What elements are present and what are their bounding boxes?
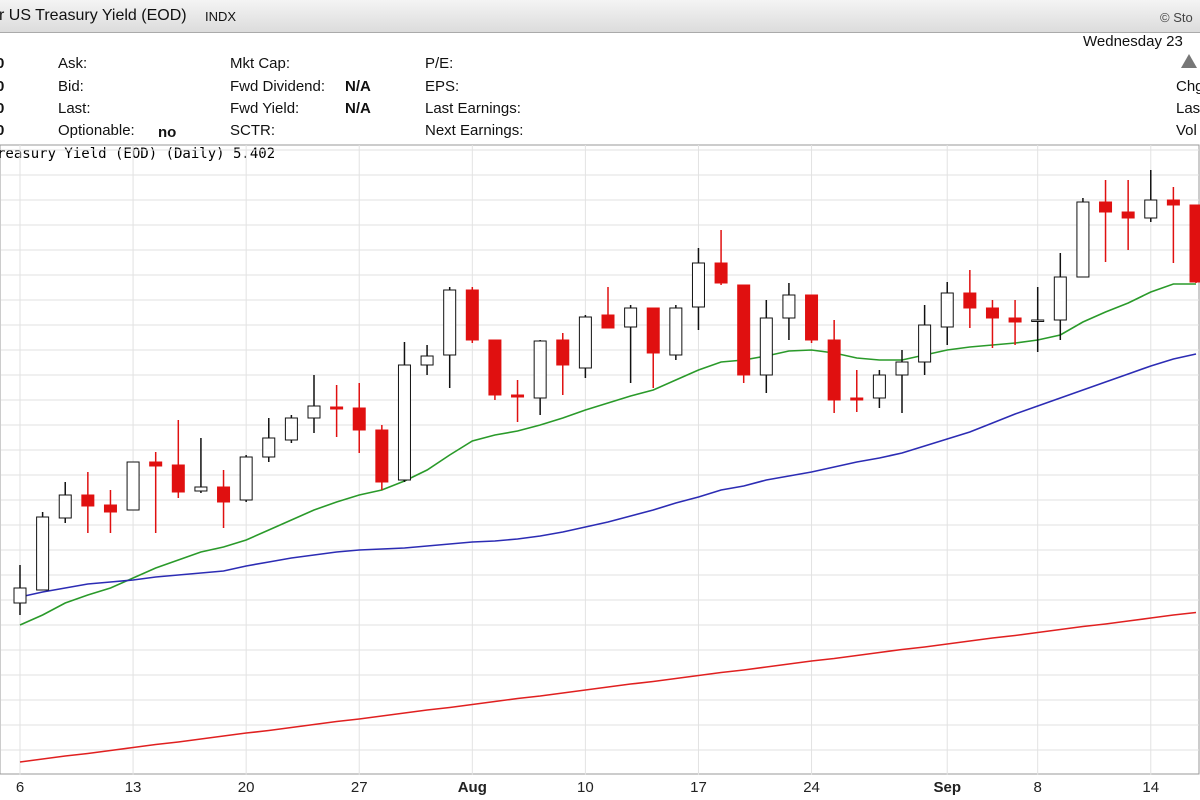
- candle-body: [963, 292, 977, 309]
- quote-value: N/A: [345, 78, 371, 95]
- candle-body: [217, 486, 231, 503]
- candle-body: [646, 307, 660, 354]
- candle-body: [239, 456, 253, 501]
- x-tick-label: 13: [125, 779, 142, 796]
- x-tick-label: 6: [16, 779, 24, 796]
- candle-body: [511, 394, 525, 398]
- candle-body: [352, 407, 366, 431]
- candle-body: [669, 307, 683, 356]
- candle-body: [872, 374, 886, 399]
- candle-body: [126, 461, 140, 511]
- chart: reasury Yield (EOD) (Daily) 5.402 6 13 20 2…: [0, 144, 1200, 796]
- candle-body: [1031, 319, 1045, 322]
- x-tick-label: 14: [1142, 779, 1159, 796]
- candle-body: [443, 289, 457, 356]
- quote-label: Mkt Cap:: [230, 55, 291, 72]
- candle-body: [262, 437, 276, 458]
- candle-body: [397, 364, 411, 481]
- candle-body: [759, 317, 773, 376]
- candle-body: [827, 339, 841, 401]
- candle-body: [940, 292, 954, 328]
- candle-body: [58, 494, 72, 519]
- symbol-title: r US Treasury Yield (EOD): [0, 7, 187, 24]
- candle-body: [895, 361, 909, 376]
- quote-label: Ask:: [58, 55, 88, 72]
- candle-body: [691, 262, 705, 308]
- candle-body: [13, 587, 27, 604]
- candle-body: [465, 289, 479, 341]
- quote-label: Last Earnings:: [425, 100, 521, 117]
- header-bar: r US Treasury Yield (EOD) INDX © Sto: [0, 0, 1200, 33]
- candle-body: [578, 316, 592, 369]
- x-tick-label: 20: [238, 779, 255, 796]
- x-tick-label: Sep: [933, 779, 961, 796]
- quote-label: EPS:: [425, 78, 460, 95]
- candle-body: [307, 405, 321, 419]
- quote-value: N/A: [345, 100, 371, 117]
- candle-body: [918, 324, 932, 363]
- candle-body: [1144, 199, 1158, 219]
- candle-body: [36, 516, 50, 591]
- quote-label: Vol: [1176, 122, 1197, 139]
- candle-body: [782, 294, 796, 319]
- candle-body: [985, 307, 999, 319]
- candle-body: [805, 294, 819, 341]
- candle-body: [533, 340, 547, 399]
- plot-frame: [0, 144, 1200, 775]
- quote-label: P/E:: [425, 55, 454, 72]
- candle-body: [1008, 317, 1022, 323]
- quote-value: 0: [0, 122, 5, 139]
- candle-body: [420, 355, 434, 366]
- x-tick-label: 8: [1034, 779, 1042, 796]
- x-tick-label: 27: [351, 779, 368, 796]
- candle-body: [1189, 204, 1200, 283]
- candle-body: [375, 429, 389, 483]
- exchange: INDX: [205, 9, 237, 24]
- candle-body: [556, 339, 570, 366]
- candle-body: [284, 417, 298, 441]
- x-tick-label: 24: [803, 779, 820, 796]
- quote-label: Last: [1176, 100, 1200, 117]
- candle-body: [103, 504, 117, 513]
- quote-value: 0: [0, 55, 5, 72]
- quote-label: Last:: [58, 100, 91, 117]
- candle-body: [194, 486, 208, 492]
- quote-label: Fwd Dividend:: [230, 78, 326, 95]
- quote-label: Chg: [1176, 78, 1200, 95]
- quote-value: 0: [0, 100, 5, 117]
- quote-date: Wednesday 23: [1083, 33, 1183, 50]
- candle-body: [601, 314, 615, 329]
- candle-body: [1053, 276, 1067, 321]
- quote-value: 0: [0, 78, 5, 95]
- candle-body: [488, 339, 502, 396]
- moving-average: [19, 611, 1197, 763]
- x-tick-label: Aug: [458, 779, 487, 796]
- candle-body: [1099, 201, 1113, 213]
- candle-body: [81, 494, 95, 507]
- candle-body: [1076, 201, 1090, 278]
- quote-label: Optionable:: [58, 122, 135, 139]
- candle-body: [737, 284, 751, 376]
- quote-label: SCTR:: [230, 122, 275, 139]
- quote-label: Next Earnings:: [425, 122, 524, 139]
- chart-title: reasury Yield (EOD) (Daily) 5.402: [0, 146, 275, 162]
- candle-body: [330, 406, 344, 410]
- candle-body: [714, 262, 728, 284]
- quote-label: Bid:: [58, 78, 84, 95]
- candle-body: [850, 397, 864, 401]
- quote-value: no: [158, 124, 177, 141]
- candle-body: [149, 461, 163, 467]
- candle-body: [171, 464, 185, 493]
- candle-body: [1166, 199, 1180, 206]
- credit: © Sto: [1160, 10, 1193, 25]
- moving-average: [19, 353, 1197, 598]
- candle-body: [1121, 211, 1135, 219]
- x-tick-label: 17: [690, 779, 707, 796]
- moving-average: [19, 283, 1196, 626]
- quote-label: Fwd Yield:: [230, 100, 300, 117]
- up-arrow: [1181, 54, 1197, 68]
- x-tick-label: 10: [577, 779, 594, 796]
- candle-body: [624, 307, 638, 328]
